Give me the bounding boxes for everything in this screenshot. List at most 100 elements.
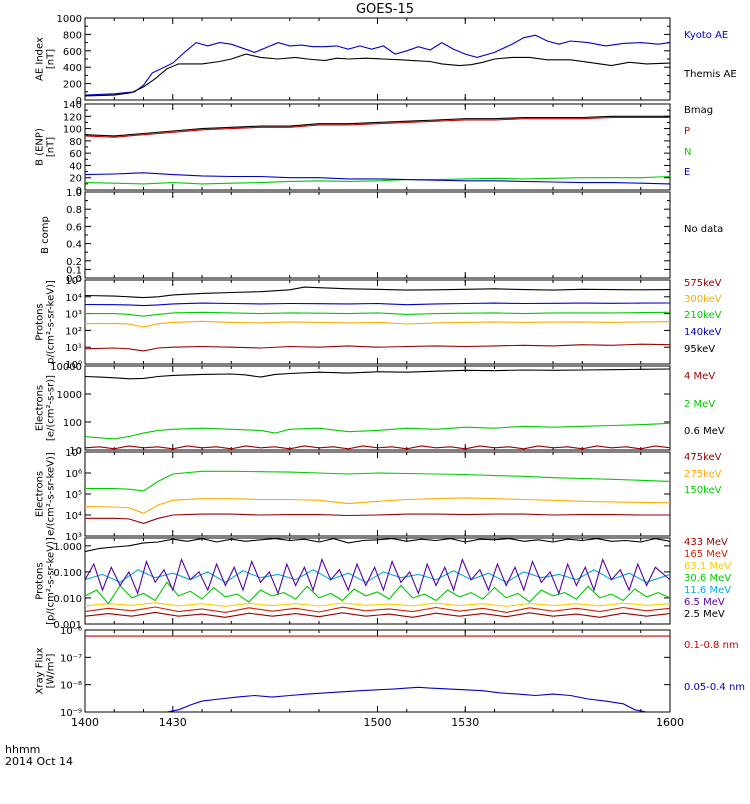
x-tick-label: 1600	[656, 716, 684, 729]
legend-label: 30.6 MeV	[684, 573, 731, 584]
legend-label: 150keV	[684, 485, 722, 496]
legend-label: 140keV	[684, 327, 722, 338]
series-line-4-mev	[85, 445, 670, 450]
series-line-0-6-mev	[85, 368, 670, 380]
y-tick-label: 0.6	[66, 222, 82, 233]
series-line-575kev	[85, 343, 670, 352]
series-line-6-5-mev	[85, 557, 670, 596]
y-tick-label: 10⁻⁸	[60, 681, 82, 692]
y-tick-label: 0.0	[66, 274, 82, 285]
legend-label: 275keV	[684, 469, 722, 480]
legend-label: Bmag	[684, 105, 713, 116]
y-tick-label: 100	[63, 125, 82, 136]
y-tick-label: 0	[76, 186, 82, 197]
y-tick-label: 10⁻⁹	[60, 708, 82, 719]
y-tick-label: 10⁶	[65, 469, 82, 480]
y-tick-label: 10⁻⁷	[60, 653, 82, 664]
series-line-165-mev	[85, 606, 670, 613]
series-line-275kev	[85, 497, 670, 514]
series-line-2-5-mev	[85, 538, 670, 553]
legend-label: 210keV	[684, 310, 722, 321]
panel-frame	[84, 103, 671, 191]
series-line-210kev	[85, 311, 670, 317]
legend-label: N	[684, 147, 691, 158]
legend-label: 475keV	[684, 452, 722, 463]
y-tick-label: 10⁻⁶	[60, 626, 82, 637]
legend-label: 95keV	[684, 344, 715, 355]
y-tick-label: 0	[76, 96, 82, 107]
y-tick-label: 10⁴	[65, 293, 82, 304]
chart-title: GOES-15	[356, 2, 414, 17]
y-tick-label: 0.4	[66, 240, 82, 251]
y-tick-label: 140	[63, 100, 82, 111]
y-axis-label: B (ENP)[nT]	[35, 128, 57, 166]
panel-5: 10 100 1000 10000 Electrons[e/(cm²-s-sr)] 4 M…	[35, 362, 725, 457]
panel-7: 0.001 0.010 0.100 1.000Protons[p/(cm²-s-sr-…	[35, 537, 732, 631]
legend-label: 165 MeV	[684, 549, 728, 560]
y-tick-label: 200	[63, 80, 82, 91]
y-tick-label: 1.000	[53, 542, 82, 553]
x-tick-label: 1400	[71, 716, 99, 729]
legend-label: 6.5 MeV	[684, 597, 725, 608]
panel-3: 0.00.10.2 0.4 0.6 0.8 1.0 B comp No data	[40, 188, 723, 285]
series-line-n	[85, 175, 670, 185]
legend-label: 300keV	[684, 294, 722, 305]
series-line-0-05-0-4-nm	[166, 686, 647, 712]
legend-label: 2 MeV	[684, 399, 715, 410]
y-tick-label: 10⁷	[65, 448, 82, 459]
panel-4: 10⁰ 10¹ 10² 10³ 10⁴ 10⁵ Protonsp/(cm²-s-sr-keV…	[35, 276, 722, 371]
x-tick-label: 1430	[159, 716, 187, 729]
series-line-11-6-mev	[85, 569, 670, 583]
y-tick-label: 10²	[65, 326, 82, 337]
panel-frame	[84, 629, 671, 713]
series-line-140kev	[85, 302, 670, 307]
date-label: 2014 Oct 14	[5, 755, 73, 768]
legend-label: 63.1 MeV	[684, 561, 731, 572]
y-tick-label: 600	[63, 47, 82, 58]
y-tick-label: 0.100	[53, 568, 82, 579]
y-tick-label: 400	[63, 63, 82, 74]
time-unit-label: hhmm	[5, 743, 40, 756]
x-tick-label: 1530	[451, 716, 479, 729]
y-tick-label: 0.1	[66, 265, 82, 276]
series-line-150kev	[85, 470, 670, 492]
y-tick-label: 10¹	[65, 343, 82, 354]
y-tick-label: 20	[69, 174, 82, 185]
y-tick-label: 1.0	[66, 188, 82, 199]
y-tick-label: 120	[63, 112, 82, 123]
legend-label: 0.05-0.4 nm	[684, 682, 745, 693]
y-tick-label: 1000	[57, 390, 82, 401]
y-tick-label: 10⁴	[65, 511, 82, 522]
legend-label: P	[684, 126, 690, 137]
series-line-2-mev	[85, 422, 670, 440]
y-axis-label: Protonsp/(cm²-s-sr-keV)]	[35, 280, 57, 364]
series-line-themis-ae	[85, 53, 670, 97]
y-tick-label: 0.010	[53, 594, 82, 605]
y-tick-label: 10000	[50, 362, 82, 373]
series-line-p	[85, 116, 670, 138]
legend-label: 575keV	[684, 278, 722, 289]
y-tick-label: 100	[63, 418, 82, 429]
y-axis-label: Protons[p/(cm²-s-sr-keV)]	[35, 537, 57, 625]
panel-1: 0 200 400 600 800 1000 AE Index[nT] Kyoto AE The…	[35, 14, 737, 107]
y-tick-label: 10⁵	[65, 490, 82, 501]
y-axis-label: AE Index[nT]	[35, 37, 57, 81]
series-line-kyoto-ae	[85, 34, 670, 96]
y-axis-label: Xray Flux[W/m²]	[35, 647, 57, 694]
legend-label: 2.5 MeV	[684, 609, 725, 620]
y-tick-label: 1000	[57, 14, 82, 25]
y-axis-label: Electronse/(cm²-s-sr-keV)]	[35, 452, 57, 536]
series-line-95kev	[85, 286, 670, 299]
legend-label: 0.6 MeV	[684, 426, 725, 437]
legend-label: E	[684, 167, 690, 178]
series-line-475kev	[85, 513, 670, 524]
y-tick-label: 40	[69, 161, 82, 172]
no-data-note: No data	[684, 224, 723, 235]
panel-frame	[84, 191, 671, 279]
panel-frame	[84, 365, 671, 451]
y-tick-label: 0.8	[66, 205, 82, 216]
y-tick-label: 10	[69, 446, 82, 457]
